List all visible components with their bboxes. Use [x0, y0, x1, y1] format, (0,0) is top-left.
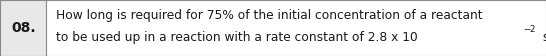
Text: 08.: 08. — [11, 21, 35, 35]
Text: to be used up in a reaction with a rate constant of 2.8 x 10: to be used up in a reaction with a rate … — [56, 31, 418, 44]
Text: How long is required for 75% of the initial concentration of a reactant: How long is required for 75% of the init… — [56, 9, 483, 22]
Text: s: s — [539, 31, 546, 44]
Bar — [0, 0, 46, 56]
Text: −2: −2 — [523, 25, 536, 34]
